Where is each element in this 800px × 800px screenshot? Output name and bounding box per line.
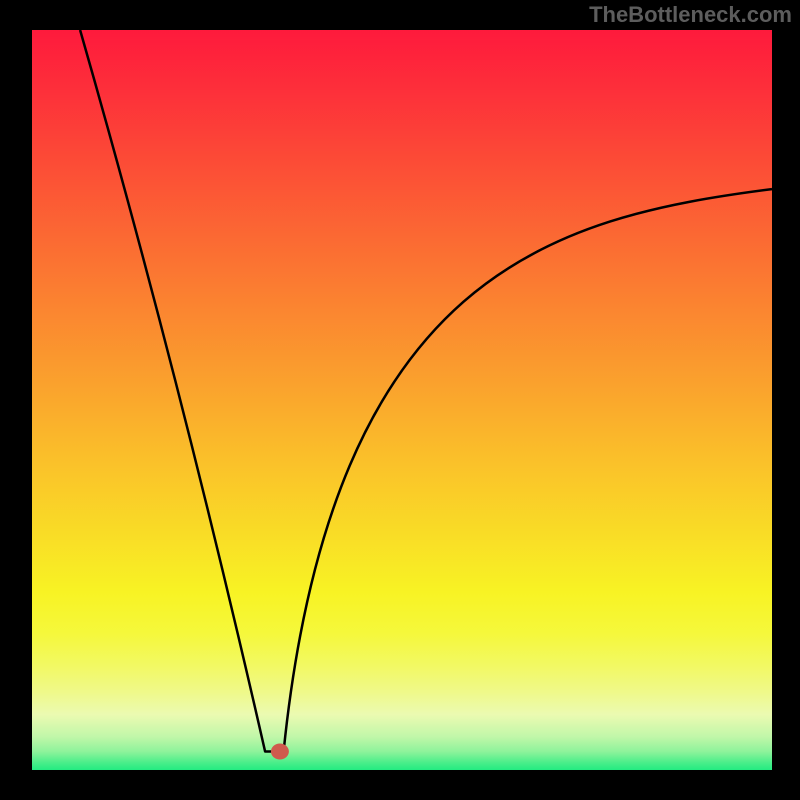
plot-area	[32, 30, 772, 770]
chart-frame: TheBottleneck.com	[0, 0, 800, 800]
chart-svg	[32, 30, 772, 770]
gradient-background	[32, 30, 772, 770]
optimal-point-marker	[271, 744, 289, 760]
watermark-text: TheBottleneck.com	[589, 2, 792, 28]
